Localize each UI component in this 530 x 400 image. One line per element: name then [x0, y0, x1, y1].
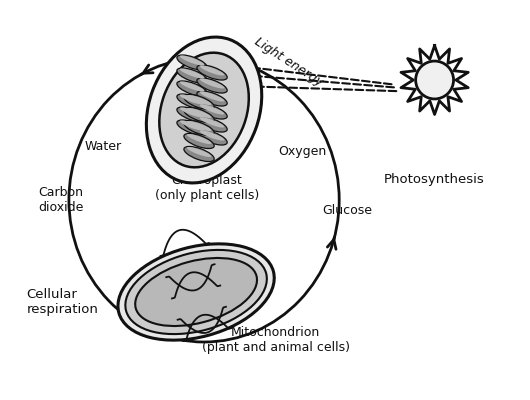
Ellipse shape — [187, 108, 211, 118]
Ellipse shape — [177, 107, 207, 122]
Ellipse shape — [200, 66, 224, 76]
Text: Glucose: Glucose — [322, 204, 372, 216]
Ellipse shape — [180, 82, 204, 92]
Ellipse shape — [184, 146, 214, 162]
Circle shape — [416, 61, 454, 99]
Text: Water: Water — [85, 140, 122, 152]
Ellipse shape — [184, 108, 214, 122]
Text: Mitochondrion
(plant and animal cells): Mitochondrion (plant and animal cells) — [201, 326, 350, 354]
Ellipse shape — [197, 65, 227, 80]
Ellipse shape — [200, 78, 224, 88]
Ellipse shape — [187, 134, 211, 144]
Ellipse shape — [180, 108, 204, 118]
Ellipse shape — [180, 56, 204, 66]
Ellipse shape — [146, 37, 262, 183]
Ellipse shape — [177, 68, 207, 83]
Ellipse shape — [187, 95, 211, 105]
Ellipse shape — [177, 94, 207, 109]
Ellipse shape — [177, 55, 207, 70]
Ellipse shape — [126, 250, 267, 334]
Ellipse shape — [160, 53, 249, 167]
Text: Photosynthesis: Photosynthesis — [384, 174, 485, 186]
Ellipse shape — [197, 104, 227, 119]
Ellipse shape — [197, 78, 227, 93]
Ellipse shape — [200, 92, 224, 102]
Ellipse shape — [180, 94, 204, 104]
Text: Cellular
respiration: Cellular respiration — [26, 288, 99, 316]
Ellipse shape — [200, 118, 224, 128]
Ellipse shape — [197, 91, 227, 106]
Ellipse shape — [180, 120, 204, 130]
Ellipse shape — [184, 134, 214, 148]
Ellipse shape — [197, 130, 227, 145]
Ellipse shape — [187, 147, 211, 157]
Text: Chloroplast
(only plant cells): Chloroplast (only plant cells) — [155, 174, 259, 202]
Ellipse shape — [118, 244, 274, 340]
Ellipse shape — [177, 81, 207, 96]
Ellipse shape — [200, 104, 224, 114]
Ellipse shape — [197, 117, 227, 132]
Ellipse shape — [200, 130, 224, 140]
Polygon shape — [401, 46, 468, 114]
Ellipse shape — [135, 258, 257, 326]
Ellipse shape — [177, 120, 207, 135]
Ellipse shape — [184, 120, 214, 136]
Ellipse shape — [184, 94, 214, 110]
Text: Light energy: Light energy — [252, 35, 325, 89]
Ellipse shape — [180, 68, 204, 78]
Text: Carbon
dioxide: Carbon dioxide — [38, 186, 84, 214]
Text: Oxygen: Oxygen — [278, 146, 326, 158]
Ellipse shape — [187, 121, 211, 131]
